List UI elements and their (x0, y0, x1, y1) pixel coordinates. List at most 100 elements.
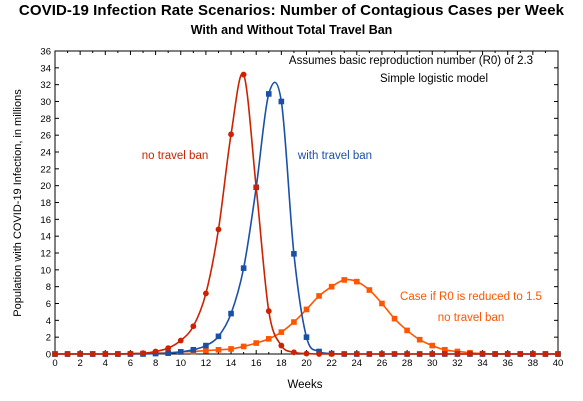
y-tick-label: 2 (46, 333, 51, 344)
data-point (165, 345, 172, 352)
data-point (291, 319, 297, 325)
data-point (203, 342, 209, 349)
series-0 (52, 71, 561, 357)
series-label: no travel ban (438, 312, 505, 324)
data-point (341, 277, 348, 283)
x-tick-label: 20 (301, 358, 312, 369)
data-point (366, 287, 373, 293)
data-point (253, 184, 260, 191)
y-tick-label: 20 (40, 181, 51, 192)
data-point (416, 351, 423, 357)
x-tick-label: 10 (175, 358, 186, 369)
x-tick-label: 36 (502, 358, 513, 369)
data-point (240, 71, 247, 78)
data-point (303, 350, 310, 357)
data-point (303, 306, 310, 313)
data-point (555, 351, 561, 357)
y-axis-label: Population with COVID-19 Infection, in m… (12, 89, 24, 317)
x-tick-label: 16 (251, 358, 262, 369)
x-tick-label: 0 (52, 358, 57, 369)
data-point (341, 351, 348, 357)
data-point (542, 351, 549, 357)
data-point (152, 348, 159, 355)
y-tick-label: 0 (46, 350, 51, 361)
data-point (517, 351, 524, 357)
data-point (253, 340, 259, 346)
data-point (278, 98, 285, 105)
y-tick-label: 28 (40, 114, 51, 125)
data-point (391, 315, 398, 322)
x-tick-label: 12 (201, 358, 212, 369)
data-point (454, 351, 461, 357)
data-point (429, 351, 436, 357)
data-point (416, 336, 423, 343)
x-tick-label: 22 (326, 358, 337, 369)
y-tick-label: 14 (40, 232, 51, 243)
data-point (278, 329, 285, 335)
data-point (140, 350, 146, 357)
data-point (404, 351, 410, 357)
data-point (102, 351, 109, 357)
data-point (404, 327, 410, 334)
data-point (215, 226, 222, 233)
data-point (328, 283, 335, 290)
data-point (228, 346, 234, 352)
annotation-layer: Assumes basic reproduction number (R0) o… (289, 55, 533, 85)
x-tick-label: 38 (528, 358, 539, 369)
y-tick-label: 26 (40, 131, 51, 142)
data-point (467, 351, 473, 357)
data-point (492, 351, 499, 357)
data-point (177, 337, 184, 344)
y-tick-label: 4 (46, 316, 51, 327)
y-tick-label: 30 (40, 97, 51, 108)
y-tick-label: 18 (40, 198, 51, 209)
data-point (203, 290, 209, 297)
x-tick-label: 26 (377, 358, 388, 369)
data-point (240, 265, 247, 271)
series-labels-layer: no travel ban with travel ban Case if R0 i… (142, 150, 542, 324)
data-point (215, 333, 222, 340)
data-point (353, 351, 360, 357)
data-point (316, 293, 322, 299)
data-point (328, 351, 335, 357)
annotation-r0-assumption: Assumes basic reproduction number (R0) o… (289, 55, 533, 67)
annotation-model: Simple logistic model (380, 73, 488, 85)
y-tick-label: 36 (40, 47, 51, 58)
y-tick-label: 24 (40, 148, 51, 159)
data-point (89, 351, 96, 357)
y-tick-label: 6 (46, 299, 51, 310)
x-tick-label: 8 (153, 358, 158, 369)
data-point (316, 351, 322, 357)
data-point (228, 131, 234, 138)
data-point (114, 351, 121, 357)
data-point (479, 351, 486, 357)
data-point (190, 323, 197, 330)
data-point (354, 278, 360, 285)
data-point (291, 251, 297, 257)
data-point (291, 349, 297, 356)
x-tick-label: 34 (477, 358, 488, 369)
chart-title: COVID-19 Infection Rate Scenarios: Numbe… (18, 2, 565, 19)
y-tick-label: 12 (40, 249, 51, 260)
data-point (278, 342, 285, 349)
chart-subtitle: With and Without Total Travel Ban (190, 23, 393, 37)
y-tick-label: 34 (40, 63, 51, 74)
y-tick-label: 8 (46, 282, 51, 293)
x-tick-label: 24 (352, 358, 363, 369)
data-point (240, 343, 247, 350)
data-point (265, 336, 272, 342)
data-point (441, 351, 448, 357)
x-tick-label: 4 (103, 358, 108, 369)
x-tick-label: 28 (402, 358, 413, 369)
x-tick-label: 40 (553, 358, 564, 369)
x-tick-label: 6 (128, 358, 133, 369)
x-tick-label: 30 (427, 358, 438, 369)
data-point (77, 351, 84, 357)
data-point (265, 91, 272, 97)
data-point (190, 346, 197, 353)
data-point (64, 351, 71, 357)
data-point (127, 350, 134, 357)
y-tick-label: 32 (40, 80, 51, 91)
data-point (429, 342, 436, 349)
